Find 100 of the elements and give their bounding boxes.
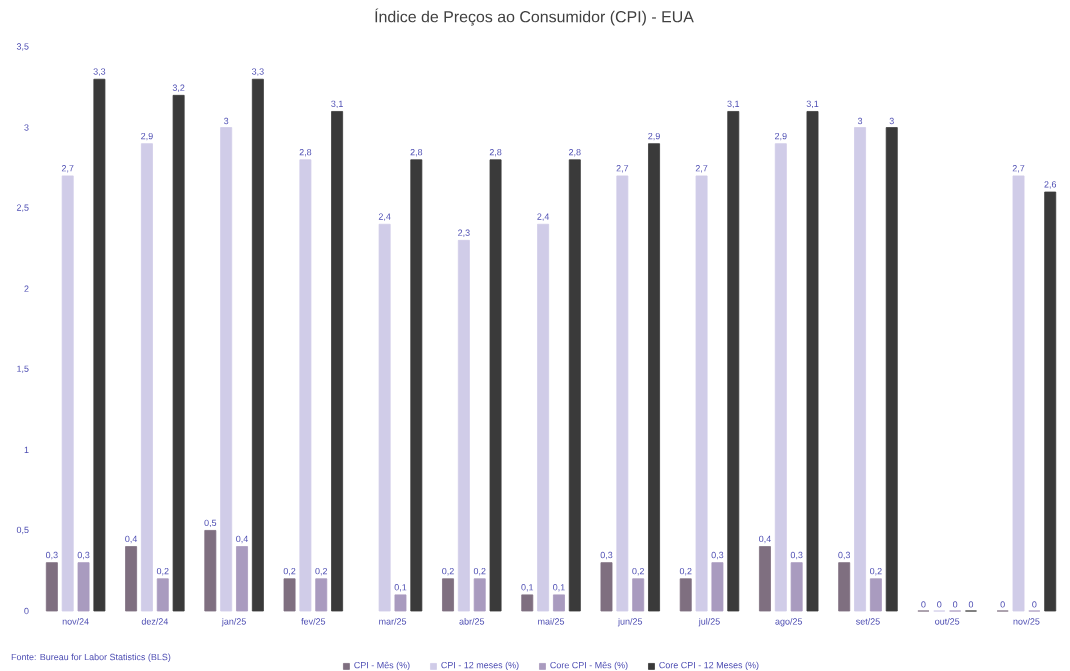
bar: [140, 143, 153, 612]
x-tick-label: fev/25: [301, 618, 326, 625]
data-label: 2,8: [410, 149, 423, 157]
bar: [457, 239, 470, 612]
bar: [727, 111, 740, 612]
data-label: 3: [889, 117, 894, 125]
bar: [885, 127, 898, 612]
data-label: 0: [1000, 601, 1005, 608]
bar: [315, 578, 328, 612]
x-tick-label: nov/25: [1013, 618, 1040, 625]
x-tick-label: out/25: [935, 618, 960, 625]
data-label: 0,4: [236, 535, 248, 544]
bar: [632, 578, 645, 612]
x-tick-label: jul/25: [698, 618, 720, 627]
data-label: 0,2: [283, 567, 296, 576]
data-label: 2,7: [1012, 165, 1025, 173]
bar: [394, 594, 407, 612]
bar: [869, 578, 882, 612]
bar: [695, 175, 708, 612]
data-label: 0,2: [679, 567, 692, 576]
x-tick-label: jan/25: [221, 618, 246, 627]
data-label: 0,2: [870, 567, 882, 576]
data-label: 2,9: [648, 132, 660, 141]
bar: [473, 578, 486, 612]
data-label: 0,3: [790, 551, 803, 560]
bar: [806, 111, 819, 612]
data-label: 3,1: [806, 100, 819, 109]
chart-title: Índice de Preços ao Consumidor (CPI) - EUA: [375, 8, 694, 26]
legend-label: CPI - 12 meses (%): [441, 661, 519, 671]
data-label: 0,1: [394, 584, 407, 592]
bar: [790, 562, 803, 612]
data-label: 0,3: [711, 551, 724, 560]
data-label: 0: [952, 601, 958, 608]
bar: [204, 530, 217, 612]
data-label: 2,3: [458, 229, 470, 237]
bar: [172, 94, 185, 612]
data-label: 2,9: [141, 132, 153, 141]
y-tick-label: 1,5: [17, 365, 29, 373]
data-label: 0,2: [156, 567, 169, 576]
bar: [410, 159, 423, 612]
data-label: 0,2: [315, 567, 328, 576]
bar: [600, 562, 613, 612]
bar: [236, 546, 248, 612]
data-label: 0,1: [521, 584, 534, 592]
data-label: 0,2: [632, 567, 644, 576]
data-label: 0,3: [77, 551, 90, 560]
bar: [378, 223, 391, 612]
data-label: 2,8: [569, 149, 581, 157]
y-tick-label: 2: [24, 285, 29, 292]
data-label: 3: [224, 117, 229, 125]
data-label: 0,4: [759, 535, 771, 544]
x-tick-label: set/25: [856, 618, 880, 625]
bar: [759, 546, 771, 612]
x-tick-label: dez/24: [141, 618, 169, 625]
bar: [61, 175, 74, 612]
data-label: 2,7: [695, 165, 708, 173]
data-label: 3: [857, 117, 863, 125]
data-label: 0,4: [125, 535, 138, 544]
bar: [774, 143, 787, 612]
bar: [648, 143, 660, 612]
bar: [77, 562, 90, 612]
data-label: 0,5: [204, 519, 217, 528]
bar: [1044, 191, 1057, 612]
data-label: 0: [1032, 601, 1037, 608]
data-label: 2,9: [775, 132, 787, 141]
data-label: 0,1: [553, 584, 565, 592]
y-tick-label: 2,5: [16, 204, 29, 212]
bar: [125, 546, 138, 612]
data-label: 2,7: [61, 165, 74, 173]
legend-label: CPI - Mês (%): [354, 661, 410, 671]
data-label: 2,4: [378, 213, 391, 221]
bar: [616, 175, 629, 612]
bar: [854, 127, 866, 612]
x-tick-label: mar/25: [379, 618, 407, 625]
bar: [537, 223, 550, 612]
data-label: 3,3: [251, 68, 264, 76]
bar: [711, 562, 724, 612]
bar: [489, 159, 502, 612]
source-note: Fonte: Bureau for Labor Statistics (BLS): [11, 653, 171, 662]
y-tick-label: 0,5: [16, 526, 29, 535]
bar: [679, 578, 692, 612]
data-label: 0,3: [838, 551, 851, 560]
data-label: 3,1: [331, 100, 343, 109]
data-label: 2,6: [1044, 181, 1057, 189]
legend-label: Core CPI - Mês (%): [550, 661, 628, 671]
x-tick-label: mai/25: [538, 618, 565, 625]
y-tick-label: 0: [24, 607, 29, 615]
data-label: 0: [921, 601, 926, 608]
data-label: 0,3: [600, 551, 613, 560]
data-label: 0,2: [442, 567, 454, 576]
bar: [838, 562, 851, 612]
data-label: 3,1: [727, 100, 740, 109]
data-label: 0: [968, 601, 974, 608]
y-tick-label: 3,5: [16, 43, 29, 51]
x-tick-label: nov/24: [62, 618, 89, 625]
bar: [1012, 175, 1025, 612]
bar: [45, 562, 58, 612]
data-label: 2,4: [537, 213, 550, 221]
x-tick-label: jun/25: [617, 618, 643, 627]
legend-label: Core CPI - 12 Meses (%): [659, 661, 759, 671]
